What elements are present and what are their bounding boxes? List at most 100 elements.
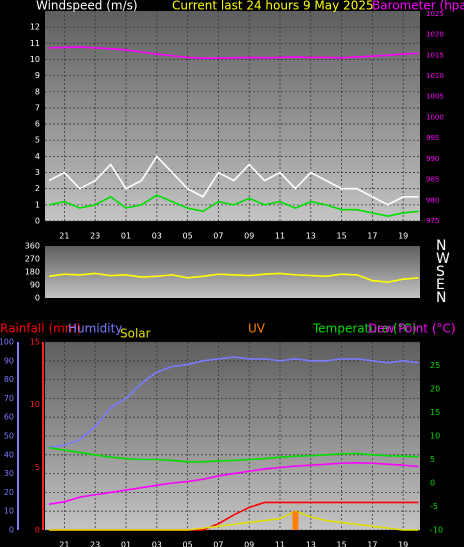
y2-tick-label: 985 (426, 176, 439, 184)
x-tick-label: 07 (213, 541, 223, 547)
x-tick-label: 13 (306, 232, 316, 241)
y2-tick-label: 1025 (426, 10, 444, 18)
y-tick-label: 90 (4, 356, 14, 365)
x-tick-label: 13 (306, 541, 316, 547)
y2-tick-label: -5 (430, 502, 438, 511)
y2-tick-label: 1010 (426, 72, 444, 80)
y2-tick-label: -10 (430, 526, 443, 535)
uv-bar (292, 511, 299, 530)
y-tick-label: 60 (4, 413, 14, 422)
x-tick-label: 23 (90, 541, 100, 547)
x-tick-label: 05 (183, 541, 193, 547)
y-axis-title: Windspeed (m/s) (36, 0, 138, 13)
x-tick-label: 01 (121, 232, 131, 241)
x-tick-label: 03 (152, 541, 162, 547)
y-tick-label: 90 (30, 281, 40, 290)
x-tick-label: 21 (59, 541, 69, 547)
y2-tick-label: 0 (430, 479, 435, 488)
x-tick-label: 09 (244, 541, 254, 547)
y2-tick-label: 5 (430, 455, 435, 464)
x-tick-label: 11 (275, 232, 285, 241)
x-tick-label: 03 (152, 232, 162, 241)
y2-tick-label: 1005 (426, 93, 444, 101)
y-tick-label: 5 (35, 136, 40, 145)
x-tick-label: 17 (367, 541, 377, 547)
legend-label: Humidity (68, 322, 122, 336)
y3-tick-label: 0 (35, 526, 40, 535)
y2-tick-label: W (436, 251, 450, 267)
y-tick-label: 9 (35, 71, 40, 80)
x-tick-label: 23 (90, 232, 100, 241)
y2-tick-label: E (436, 277, 445, 293)
y-tick-label: 1 (35, 200, 40, 209)
y-tick-label: 0 (9, 526, 14, 535)
series-line (48, 446, 419, 463)
y2-tick-label: 980 (426, 196, 439, 204)
x-tick-label: 19 (398, 232, 408, 241)
y2-tick-label: 975 (426, 217, 439, 225)
y-tick-label: 11 (30, 39, 40, 48)
y-tick-label: 7 (35, 103, 40, 112)
chart-title: Current last 24 hours 9 May 2025 (172, 0, 374, 13)
y-tick-label: 30 (4, 469, 14, 478)
y-tick-label: 0 (35, 217, 40, 226)
x-tick-label: 19 (398, 541, 408, 547)
y2-tick-label: N (436, 290, 446, 306)
legend-label: Dew Point (°C) (368, 322, 456, 336)
legend-label: Temperature (°C) (312, 322, 417, 336)
x-tick-label: 17 (367, 232, 377, 241)
y-tick-label: 20 (4, 488, 14, 497)
series-line (48, 46, 419, 60)
y3-tick-label: 5 (35, 463, 40, 472)
series-line (48, 155, 419, 206)
y2-tick-label: 995 (426, 134, 439, 142)
y-tick-label: 10 (30, 55, 40, 64)
y-tick-label: 2 (35, 184, 40, 193)
y-tick-label: 8 (35, 87, 40, 96)
y2-tick-label: S (436, 264, 445, 280)
y2-axis-title: Barometer (hpa) (372, 0, 464, 13)
y-tick-label: 100 (0, 338, 14, 347)
y2-tick-label: 15 (430, 408, 440, 417)
x-tick-label: 21 (59, 232, 69, 241)
x-tick-label: 11 (275, 541, 285, 547)
y2-tick-label: 1015 (426, 51, 444, 59)
x-tick-label: 01 (121, 541, 131, 547)
y-tick-label: 270 (25, 255, 40, 264)
plot-area (45, 11, 420, 221)
x-tick-label: 07 (213, 232, 223, 241)
series-line (48, 272, 419, 283)
y-tick-label: 40 (4, 450, 14, 459)
y-tick-label: 4 (35, 152, 40, 161)
y2-tick-label: 20 (430, 385, 440, 394)
y-tick-label: 80 (4, 375, 14, 384)
plot-area (45, 246, 420, 298)
y-tick-label: 70 (4, 394, 14, 403)
y-tick-label: 50 (4, 432, 14, 441)
y2-tick-label: 1000 (426, 113, 444, 121)
legend-label: UV (248, 322, 266, 336)
x-tick-label: 05 (183, 232, 193, 241)
legend-label: Solar (120, 327, 151, 341)
y3-tick-label: 10 (30, 400, 40, 409)
y-tick-label: 6 (35, 120, 40, 129)
y2-tick-label: N (436, 238, 446, 254)
series-line (49, 510, 419, 531)
legend-label: Rainfall (mm) (0, 322, 81, 336)
y-tick-label: 3 (35, 168, 40, 177)
y-tick-label: 10 (4, 507, 14, 516)
x-tick-label: 09 (244, 232, 254, 241)
x-tick-label: 15 (337, 232, 347, 241)
series-line (48, 194, 419, 217)
series-line (48, 461, 419, 505)
y-tick-label: 0 (35, 294, 40, 303)
x-tick-label: 15 (337, 541, 347, 547)
y3-tick-label: 15 (30, 338, 40, 347)
y-tick-label: 360 (25, 242, 40, 251)
y-tick-label: 180 (25, 268, 40, 277)
y-tick-label: 12 (30, 23, 40, 32)
y2-tick-label: 1020 (426, 31, 444, 39)
series-line (48, 356, 419, 449)
y2-tick-label: 25 (430, 361, 440, 370)
